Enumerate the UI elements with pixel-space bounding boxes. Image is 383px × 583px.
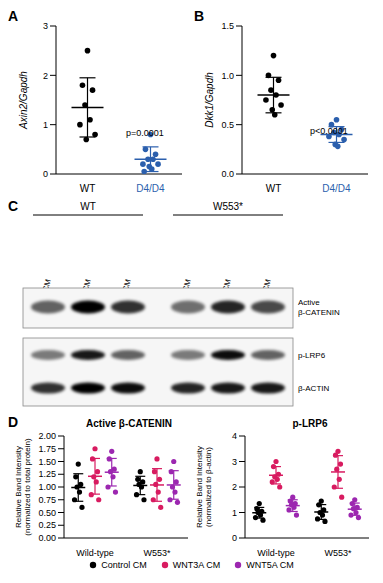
html-text:Axin2/Gapdh: Axin2/Gapdh [18,71,29,129]
html-text:Relative Band Intensity: Relative Band Intensity [14,446,23,528]
svg-text:2: 2 [43,71,48,81]
svg-text:Wild-type: Wild-type [76,548,114,558]
svg-text:0.25: 0.25 [38,520,56,530]
html-text:Control CM: Control CM [101,560,147,570]
svg-text:β-CATENIN: β-CATENIN [298,308,340,317]
svg-text:WT: WT [266,183,282,194]
html-text:WNT3A CM: WNT3A CM [172,560,221,570]
html-text:(normalized to total protein): (normalized to total protein) [23,438,33,536]
svg-text:1.25: 1.25 [38,469,56,479]
svg-text:3: 3 [43,21,48,31]
svg-text:3: 3 [232,457,237,467]
svg-text:0.75: 0.75 [38,495,56,505]
html-text:p=0.0001: p=0.0001 [126,128,164,138]
html-text:p<0.0001: p<0.0001 [310,126,348,136]
svg-text:D4/D4: D4/D4 [136,183,165,194]
html-text:p-LRP6: p-LRP6 [292,418,328,429]
svg-text:1.5: 1.5 [221,21,234,31]
svg-text:Wild-type: Wild-type [257,548,295,558]
svg-text:1.00: 1.00 [38,482,56,492]
svg-text:W553*: W553* [213,201,243,212]
html-text:Active β-CATENIN: Active β-CATENIN [86,418,172,429]
svg-text:0.50: 0.50 [38,508,56,518]
svg-text:2: 2 [232,482,237,492]
svg-text:1.50: 1.50 [38,457,56,467]
html-text:(normalized to β-actin): (normalized to β-actin) [204,447,214,527]
svg-text:W553*: W553* [324,548,352,558]
svg-text:0.0: 0.0 [221,169,234,179]
svg-text:2.00: 2.00 [38,431,56,441]
svg-text:1.75: 1.75 [38,444,56,454]
html-text:Dkk1/Gapdh: Dkk1/Gapdh [204,72,215,128]
svg-text:W553*: W553* [143,548,171,558]
svg-text:0.00: 0.00 [38,533,56,543]
svg-text:1.0: 1.0 [221,71,234,81]
html-text:C: C [8,198,19,214]
html-text:A: A [8,8,19,24]
html-text:B: B [194,8,205,24]
html-text:Relative Band Intensity: Relative Band Intensity [195,446,204,528]
html-text:D: D [8,414,19,430]
svg-text:1: 1 [232,508,237,518]
svg-text:β-ACTIN: β-ACTIN [298,384,329,393]
html-text:WNT5A CM: WNT5A CM [246,560,294,570]
svg-text:0: 0 [232,533,237,543]
svg-text:0: 0 [43,169,48,179]
svg-text:D4/D4: D4/D4 [322,183,351,194]
svg-text:WT: WT [80,183,96,194]
svg-text:Active: Active [298,298,320,307]
svg-text:WT: WT [80,201,96,212]
svg-text:1: 1 [43,120,48,130]
svg-text:0.5: 0.5 [221,120,234,130]
svg-text:p-LRP6: p-LRP6 [298,351,326,360]
svg-text:4: 4 [232,431,237,441]
